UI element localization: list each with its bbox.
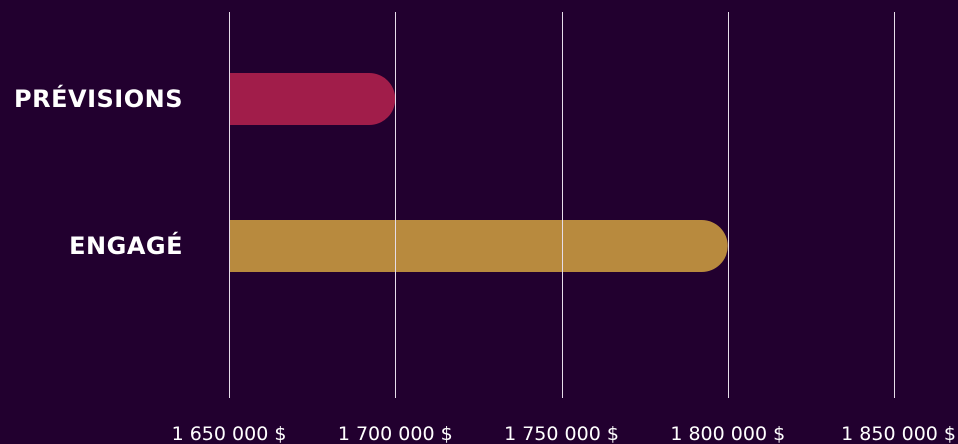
x-tick-label: 1 850 000 $	[841, 423, 956, 444]
x-tick-label: 1 800 000 $	[670, 423, 785, 444]
category-label: ENGAGÉ	[69, 231, 183, 260]
bar-previsions	[229, 73, 396, 125]
category-label: PRÉVISIONS	[14, 84, 183, 113]
bars	[229, 73, 728, 272]
x-tick-label: 1 700 000 $	[338, 423, 453, 444]
x-axis-tick-labels: 1 650 000 $ 1 700 000 $ 1 750 000 $ 1 800 0…	[172, 423, 956, 444]
x-tick-label: 1 650 000 $	[172, 423, 287, 444]
x-tick-label: 1 750 000 $	[504, 423, 619, 444]
category-labels: PRÉVISIONS ENGAGÉ	[14, 84, 183, 260]
gridlines	[229, 12, 895, 398]
bar-engage	[229, 220, 728, 272]
